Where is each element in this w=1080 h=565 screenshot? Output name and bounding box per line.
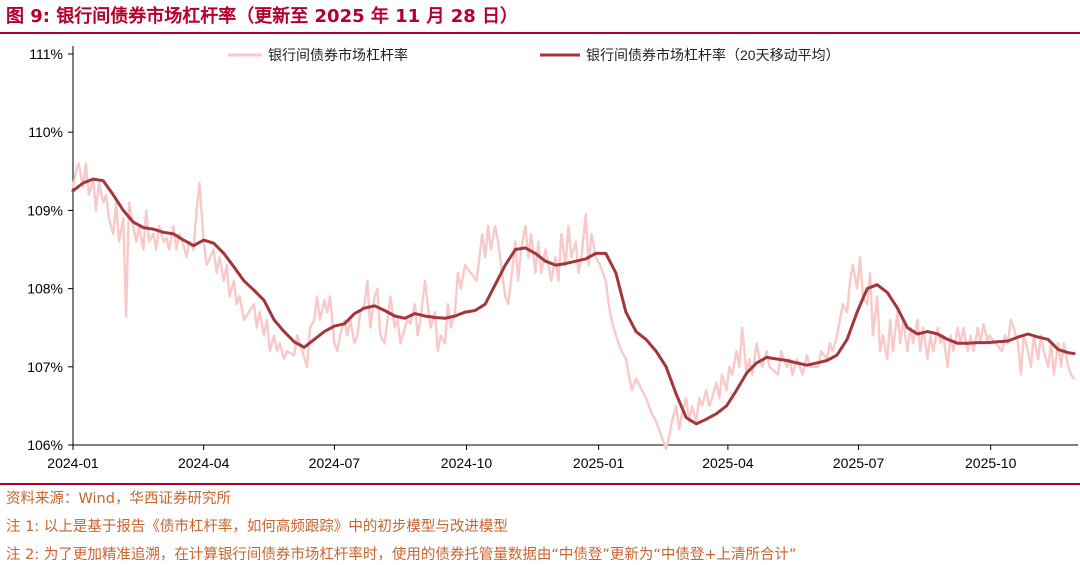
series-line-ma	[71, 177, 1076, 426]
x-tick-label: 2025-07	[833, 455, 885, 471]
footnote-1: 注 1: 以上是基于报告《债市杠杆率，如何高频跟踪》中的初步模型与改进模型	[6, 519, 508, 535]
y-tick-label: 106%	[27, 437, 63, 453]
y-tick-label: 108%	[27, 281, 63, 297]
y-tick-label: 109%	[27, 202, 63, 218]
x-axis: 2024-01 2024-04 2024-07 2024-10 2025-01 2025-…	[47, 444, 1078, 471]
y-tick-label: 110%	[28, 124, 63, 140]
series-layer	[71, 162, 1076, 451]
x-tick-label: 2024-10	[441, 455, 493, 471]
y-axis: 106% 107% 108% 109% 110% 111%	[27, 46, 74, 453]
source-note: 资料来源：Wind，华西证券研究所	[6, 491, 231, 507]
legend: 银行间债券市场杠杆率 银行间债券市场杠杆率（20天移动平均）	[228, 47, 840, 63]
x-tick-label: 2024-04	[178, 455, 230, 471]
legend-label-ma: 银行间债券市场杠杆率（20天移动平均）	[586, 47, 840, 63]
leverage-line-chart: 106%107%108%109%110%111% 2024-01 2024-04 2…	[27, 46, 1078, 471]
y-tick-label: 107%	[27, 359, 63, 375]
title-rule	[0, 32, 1080, 34]
footnote-2: 注 2: 为了更加精准追溯，在计算银行间债券市场杠杆率时，使用的债券托管量数据由…	[6, 547, 797, 563]
source-rule	[0, 483, 1080, 485]
x-tick-label: 2025-04	[702, 455, 754, 471]
series-line-raw	[71, 162, 1076, 451]
x-tick-label: 2024-07	[309, 455, 361, 471]
y-tick-label: 111%	[29, 46, 63, 62]
figure-title: 图 9: 银行间债券市场杠杆率（更新至 2025 年 11 月 28 日）	[6, 6, 519, 27]
x-tick-label: 2024-01	[47, 455, 99, 471]
legend-label-raw: 银行间债券市场杠杆率	[268, 47, 408, 63]
x-tick-label: 2025-01	[573, 455, 625, 471]
x-tick-label: 2025-10	[965, 455, 1017, 471]
